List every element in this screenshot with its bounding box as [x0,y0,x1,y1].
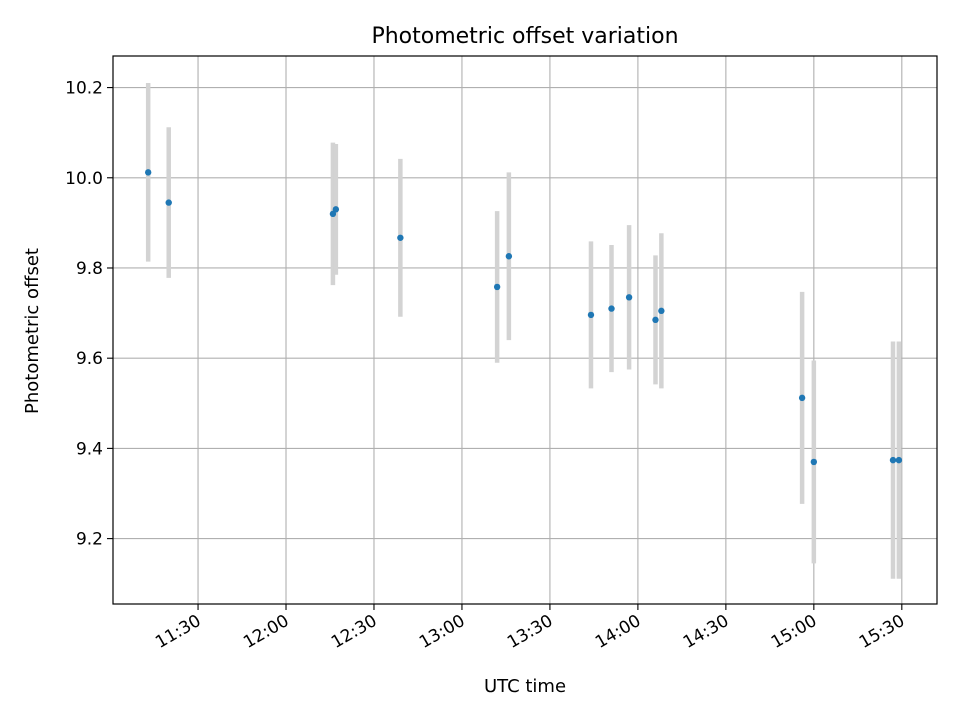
data-point [493,283,501,291]
data-point [889,456,897,464]
plot-frame [112,55,938,605]
data-point [144,169,152,176]
data-points [144,169,903,466]
data-point [895,456,903,464]
y-tick-label: 9.8 [76,259,103,279]
data-point [397,234,404,241]
x-axis-label: UTC time [484,676,566,697]
data-point [658,307,665,315]
data-point [652,316,659,324]
grid [113,56,937,604]
y-tick-label: 10.0 [65,169,103,189]
data-point [329,210,337,218]
data-point [625,294,633,301]
y-axis: 9.2 9.4 9.6 9.8 10.0 10.2 [65,79,113,550]
data-point [332,206,340,213]
y-axis-label: Photometric offset [22,248,43,414]
data-point [587,311,595,319]
y-tick-label: 9.4 [76,439,103,459]
data-point [165,199,172,206]
data-point [505,253,513,260]
data-point [798,394,806,402]
y-tick-label: 10.2 [65,79,103,99]
data-point [810,458,818,466]
y-tick-label: 9.2 [76,530,103,550]
data-point [608,305,615,312]
y-tick-label: 9.6 [76,349,103,369]
chart-title: Photometric offset variation [371,24,678,49]
